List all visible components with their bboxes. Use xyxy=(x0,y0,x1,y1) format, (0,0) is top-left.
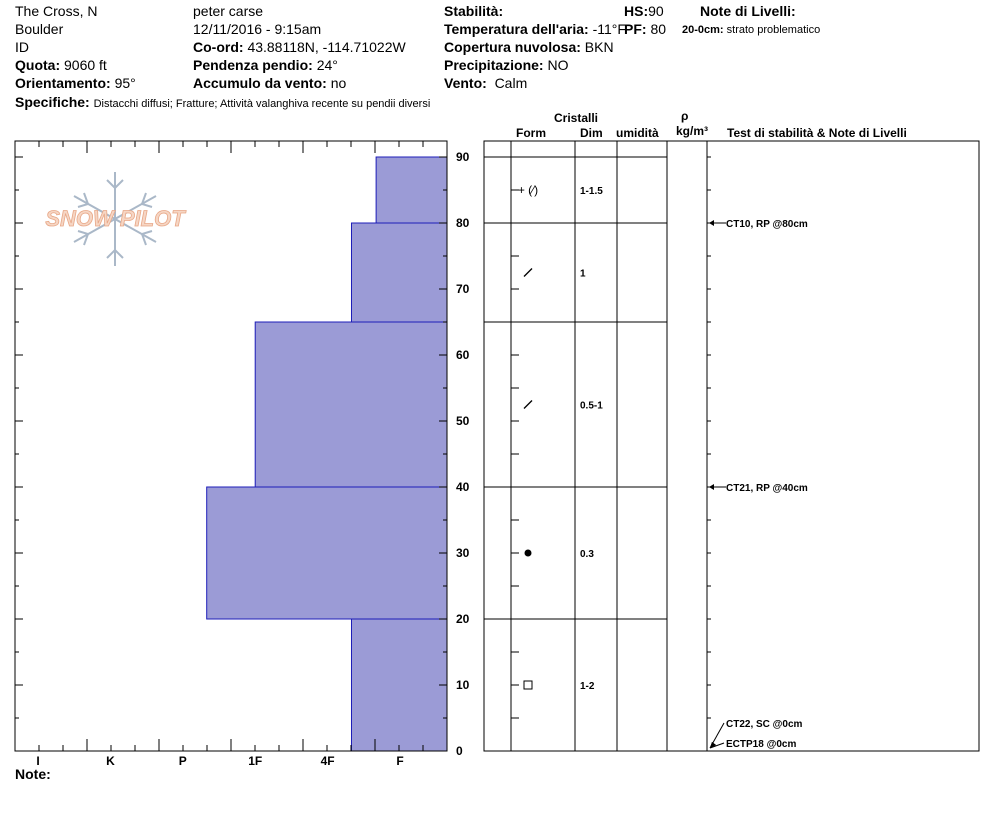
slope-label: Pendenza pendio: xyxy=(193,57,313,73)
form-header: Form xyxy=(516,126,546,140)
stability-test-label: CT21, RP @40cm xyxy=(726,483,808,494)
hs-label: HS: xyxy=(624,3,649,19)
specifics-text: Distacchi diffusi; Fratture; Attività va… xyxy=(93,98,431,110)
grain-size-label: 1 xyxy=(580,269,586,280)
hardness-layer-bar xyxy=(350,618,448,752)
depth-tick-label: 10 xyxy=(456,678,470,692)
test-arrow-head xyxy=(709,220,714,226)
wind-value: Calm xyxy=(494,75,528,91)
wind-load-value: no xyxy=(330,75,347,91)
stability-test-label: CT22, SC @0cm xyxy=(726,719,803,730)
elevation-value: 9060 ft xyxy=(64,57,107,73)
hardness-layer-bar xyxy=(350,222,448,323)
specifics-label: Specifiche: xyxy=(15,94,90,110)
depth-tick-label: 50 xyxy=(456,414,470,428)
note-label: Note: xyxy=(15,766,51,782)
datetime: 12/11/2016 - 9:15am xyxy=(193,21,322,37)
hardness-axis-label: K xyxy=(106,754,115,768)
depth-tick-label: 40 xyxy=(456,480,470,494)
slope: Pendenza pendio: 24° xyxy=(193,57,338,74)
layer-note: 20-0cm: strato problematico xyxy=(682,22,820,39)
depth-tick-label: 0 xyxy=(456,744,463,758)
moisture-header: umidità xyxy=(616,126,659,140)
grain-size-label: 1-1.5 xyxy=(580,186,603,197)
rho-header: ρ xyxy=(681,109,689,123)
size-header: Dim xyxy=(580,126,603,140)
cloud-label: Copertura nuvolosa: xyxy=(444,39,581,55)
decomposed-particle-icon xyxy=(523,400,533,409)
cloud-cover: Copertura nuvolosa: BKN xyxy=(444,39,614,56)
hardness-axis-label: I xyxy=(36,754,39,768)
coordinates: Co-ord: 43.88118N, -114.71022W xyxy=(193,39,406,56)
specifics: Specifiche: Distacchi diffusi; Fratture;… xyxy=(15,94,430,113)
region: Boulder xyxy=(15,21,64,37)
wind-load-label: Accumulo da vento: xyxy=(193,75,327,91)
grain-size-label: 0.5-1 xyxy=(580,401,603,412)
air-temp-label: Temperatura dell'aria: xyxy=(444,21,589,37)
hardness-axis-label: 4F xyxy=(321,754,335,768)
test-arrow-head xyxy=(709,484,714,490)
precip-label: Precipitazione: xyxy=(444,57,544,73)
depth-tick-label: 30 xyxy=(456,546,470,560)
density-unit-header: kg/m³ xyxy=(676,124,709,138)
aspect-value: 95° xyxy=(114,75,136,91)
depth-tick-label: 60 xyxy=(456,348,470,362)
test-arrow-line xyxy=(709,742,725,749)
hardness-axis-label: P xyxy=(179,754,187,768)
hardness-axis-label: 1F xyxy=(248,754,262,768)
elevation: Quota: 9060 ft xyxy=(15,57,107,74)
stability-label: Stabilità: xyxy=(444,3,504,19)
rounded-grain-icon xyxy=(524,549,532,557)
aspect: Orientamento: 95° xyxy=(15,75,136,92)
layer-note-depth: 20-0cm: xyxy=(682,24,724,36)
crystals-header: Cristalli xyxy=(554,111,599,125)
grain-size-label: 0.3 xyxy=(580,549,594,560)
grain-size-label: 1-2 xyxy=(580,681,595,692)
layer-note-text: strato problematico xyxy=(726,24,821,36)
wind: Vento: Calm xyxy=(444,75,527,92)
tests-header: Test di stabilità & Note di Livelli xyxy=(727,126,907,140)
hs-value: 90 xyxy=(648,3,664,19)
pf-label: PF: xyxy=(624,21,647,37)
elevation-label: Quota: xyxy=(15,57,61,73)
stability-test-label: ECTP18 @0cm xyxy=(726,739,796,750)
pf-value: 80 xyxy=(650,21,667,37)
slope-value: 24° xyxy=(316,57,338,73)
precip-particle-icon: + (⁄) xyxy=(518,183,538,197)
depth-tick-label: 20 xyxy=(456,612,470,626)
table-frame xyxy=(483,140,980,752)
coord-label: Co-ord: xyxy=(193,39,244,55)
id-label: ID xyxy=(15,39,29,55)
coord-value: 43.88118N, -114.71022W xyxy=(247,39,406,55)
air-temp-value: -11°F xyxy=(592,21,626,37)
air-temp: Temperatura dell'aria: -11°F xyxy=(444,21,626,38)
hardness-layer-bar xyxy=(254,321,448,488)
wind-label: Vento: xyxy=(444,75,487,91)
precipitation: Precipitazione: NO xyxy=(444,57,568,74)
hardness-axis-label: F xyxy=(396,754,403,768)
hardness-layer-bar xyxy=(206,486,448,620)
cloud-value: BKN xyxy=(584,39,614,55)
depth-tick-label: 80 xyxy=(456,216,470,230)
depth-tick-label: 70 xyxy=(456,282,470,296)
layer-notes-label: Note di Livelli: xyxy=(700,3,796,19)
aspect-label: Orientamento: xyxy=(15,75,111,91)
stability-test-label: CT10, RP @80cm xyxy=(726,219,808,230)
test-arrow-head xyxy=(710,742,716,748)
pf: PF: 80 xyxy=(624,21,666,38)
decomposed-particle-icon xyxy=(523,268,533,277)
hardness-layer-bar xyxy=(375,156,448,224)
precip-value: NO xyxy=(547,57,569,73)
hs: HS:90 xyxy=(624,3,664,20)
location: The Cross, N xyxy=(15,3,98,19)
observer: peter carse xyxy=(193,3,264,19)
depth-tick-label: 90 xyxy=(456,150,470,164)
faceted-crystal-icon xyxy=(523,680,533,690)
wind-load: Accumulo da vento: no xyxy=(193,75,346,92)
